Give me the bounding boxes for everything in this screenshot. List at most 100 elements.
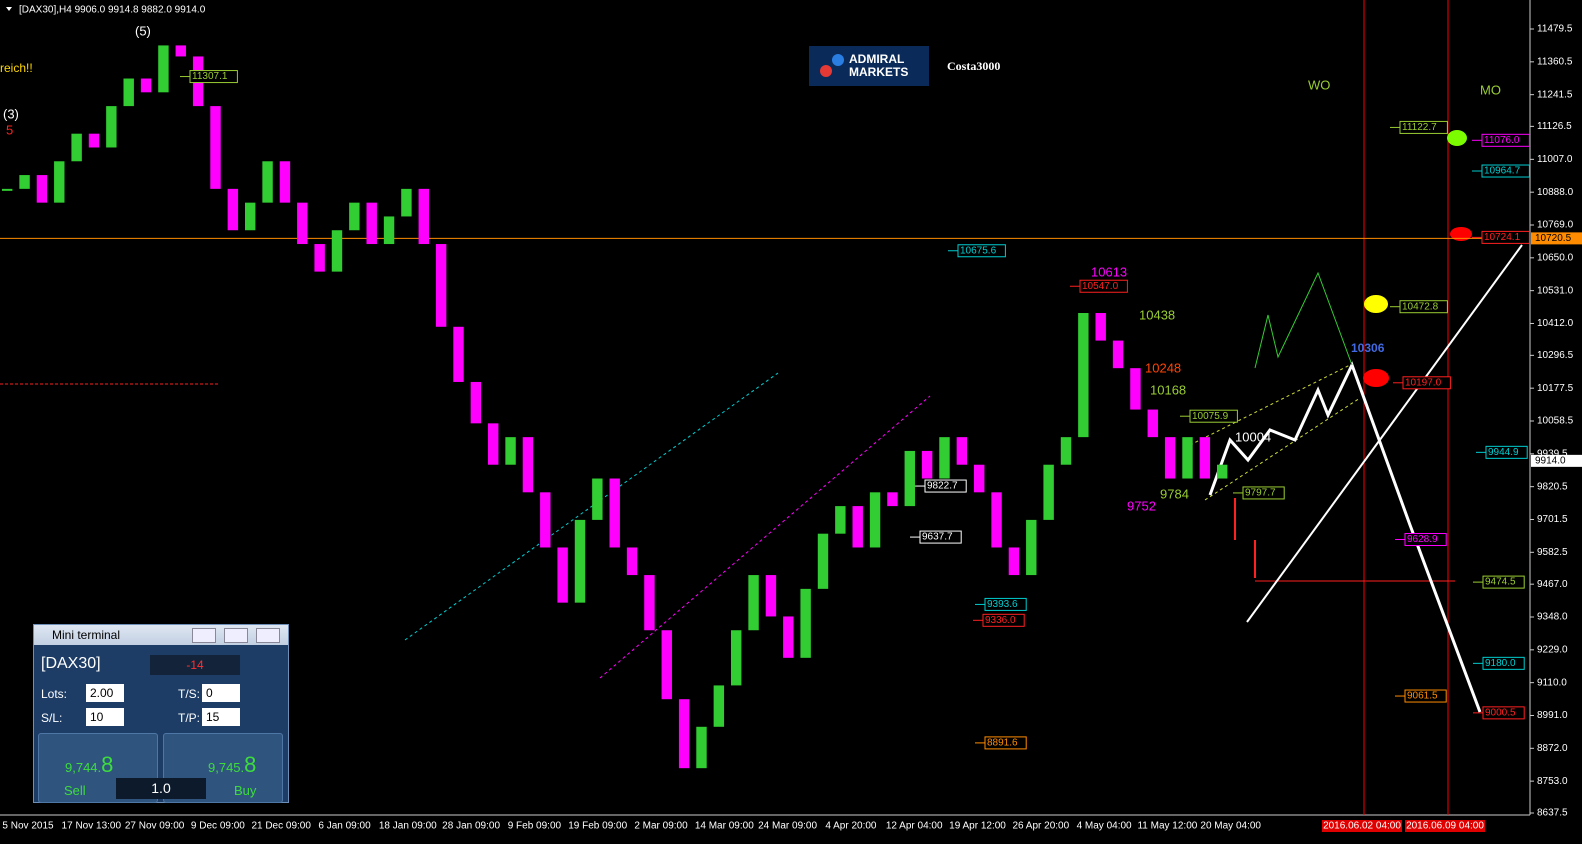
price-label: 10650.0 [1537,252,1574,263]
channel-line [599,395,931,679]
price-label: 10412.0 [1537,318,1574,329]
candle [435,244,447,327]
tp-input[interactable]: 15 [202,708,240,726]
candle [835,506,846,534]
time-label: 9 Dec 09:00 [191,821,245,832]
level-box [1242,486,1285,500]
chart-header: [DAX30],H4 9906.0 9914.8 9882.0 9914.0 [19,5,206,16]
candle [921,450,933,479]
candle [1095,313,1106,341]
annotation: 10613 [1091,264,1127,279]
dot [1364,295,1388,313]
buy-price-big: 8 [244,752,257,777]
candle [140,78,152,93]
candle [175,45,186,57]
price-label: 9701.5 [1537,514,1568,525]
candle [1130,368,1141,410]
price-label: 9110.0 [1537,677,1567,688]
candle [88,133,100,148]
annotation: reich!! [0,61,33,75]
level-box [1482,575,1525,589]
candle [262,161,273,203]
level-label: 9000.5 [1485,708,1516,719]
price-tag [1531,232,1582,245]
candle [453,326,464,382]
time-marker [1405,820,1485,832]
volume[interactable]: 1.0 [116,778,206,799]
level-label: 9628.9 [1407,534,1438,545]
logo-text: ADMIRAL [849,52,904,66]
candle [106,106,117,148]
annotation: 5 [6,122,13,137]
candle [54,161,65,203]
price-label: 9939.5 [1537,448,1568,459]
level-label: 9336.0 [985,615,1016,626]
annotation: 10168 [1150,382,1186,397]
candle [505,437,516,465]
sl-input[interactable]: 10 [86,708,124,726]
label: T/S: [178,687,201,701]
price-label: 10888.0 [1537,187,1574,198]
price-label: 10058.5 [1537,416,1574,427]
forecast-path [1254,271,1353,369]
lots-input[interactable]: 2.00 [86,684,124,702]
time-marker-label: 2016.06.02 04:00 [1323,821,1401,832]
maximize-button[interactable] [224,628,248,643]
candle [522,437,534,493]
candle [1164,437,1176,479]
logo-text: MARKETS [849,65,908,79]
annotation: 10248 [1145,360,1181,375]
price-label: 11360.5 [1537,56,1573,67]
level-label: 10964.7 [1484,166,1521,177]
minimize-button[interactable] [192,628,216,643]
price-label: 11241.5 [1537,89,1573,100]
price-label: 8872.0 [1537,743,1568,754]
price-label: 11126.5 [1537,121,1572,132]
label: Lots: [41,687,68,701]
price-label: 9820.5 [1537,481,1568,492]
candle [991,492,1002,548]
symbol: [DAX30] [41,655,101,672]
candle [887,492,898,507]
level-label: 9061.5 [1407,691,1438,702]
candle [1060,437,1072,465]
level-label: 10197.0 [1405,377,1442,388]
time-label: 5 Nov 2015 [2,821,54,832]
price-label: 8753.0 [1537,776,1568,787]
time-label: 28 Jan 09:00 [442,821,500,832]
dot [1363,369,1389,387]
candle [713,685,725,727]
title: Mini terminal [52,628,121,642]
time-label: 19 Apr 12:00 [949,821,1006,832]
level-box [982,613,1025,627]
time-label: 12 Apr 04:00 [886,821,943,832]
candle [626,547,638,576]
level-label: 10472.8 [1402,301,1439,312]
time-label: 14 Mar 09:00 [695,821,754,832]
time-label: 19 Feb 09:00 [568,821,627,832]
level-label: 9797.7 [1245,488,1276,499]
ts-input[interactable]: 0 [202,684,240,702]
candle [678,699,690,769]
level-label: 11307.1 [192,71,228,82]
candle [765,575,777,617]
time-marker-label: 2016.06.09 04:00 [1406,821,1484,832]
candle [869,492,881,548]
candle [540,492,551,548]
level-box [1482,706,1525,720]
close-button[interactable] [256,628,280,643]
price-tag-label: 10720.5 [1535,233,1572,244]
price-label: 10531.0 [1537,285,1574,296]
sell-price: 9,744. [65,760,102,775]
candle [609,478,620,548]
candle [19,175,30,189]
level-label: 8891.6 [987,738,1018,749]
level-box [957,244,1006,258]
time-label: 24 Mar 09:00 [758,821,817,832]
window-title: Mini terminal [34,625,288,645]
level-label: 9637.7 [922,532,953,543]
sell-label: Sell [64,783,86,798]
time-label: 27 Nov 09:00 [125,821,185,832]
price-label: 8991.0 [1537,710,1568,721]
